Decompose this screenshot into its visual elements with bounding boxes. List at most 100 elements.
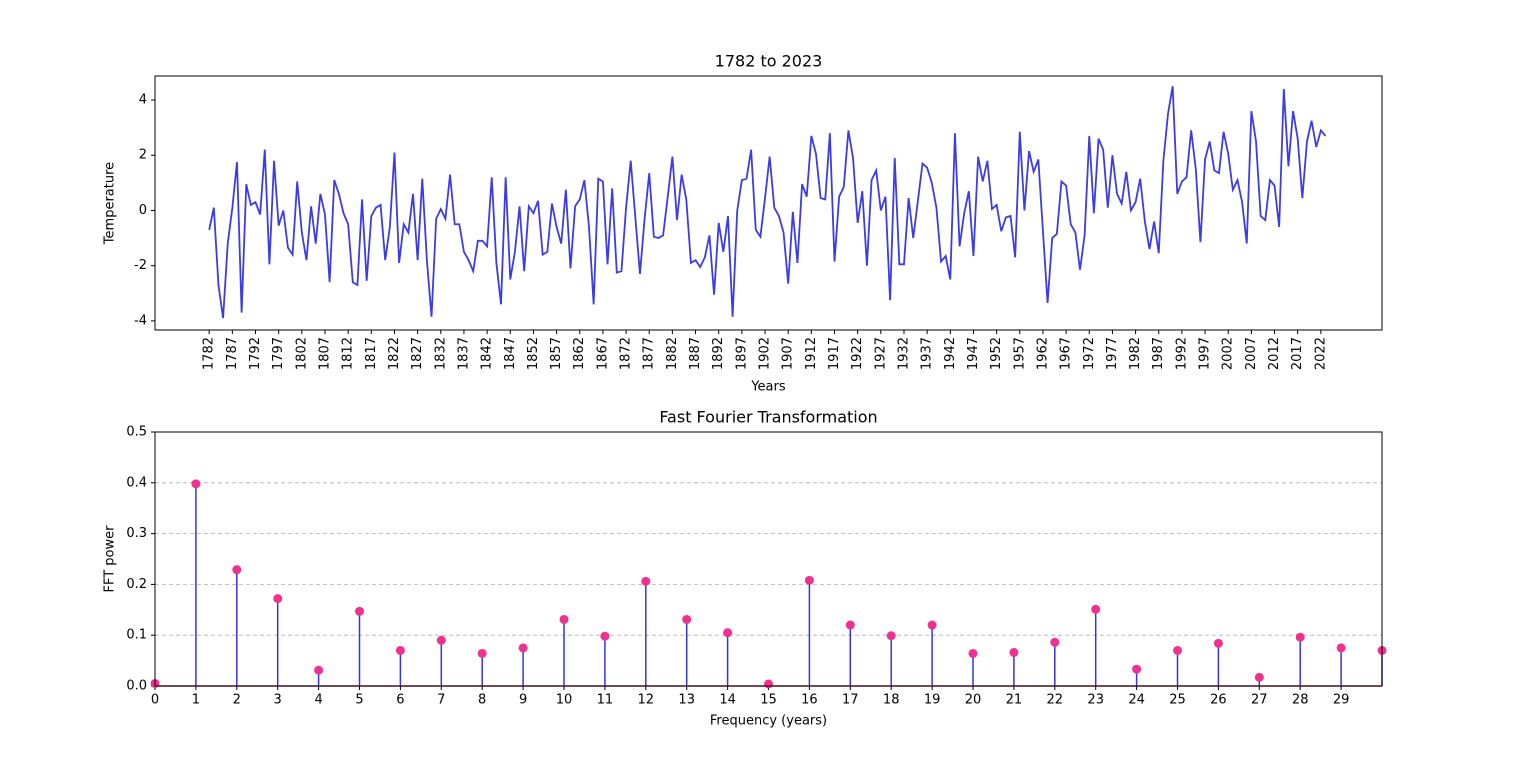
stem-marker bbox=[355, 606, 364, 616]
x-tick-label: 1822 bbox=[387, 337, 402, 370]
stem-marker bbox=[1213, 638, 1223, 648]
x-tick-label: 1802 bbox=[294, 337, 309, 370]
x-tick-label: 1827 bbox=[410, 337, 425, 370]
x-tick-label: 1977 bbox=[1105, 337, 1120, 370]
x-tick-label: 1837 bbox=[456, 337, 471, 370]
x-tick-label: 3 bbox=[274, 693, 282, 708]
x-tick-label: 1817 bbox=[364, 337, 379, 370]
x-tick-label: 8 bbox=[478, 693, 486, 708]
x-tick-label: 11 bbox=[597, 693, 614, 708]
x-tick-label: 1877 bbox=[642, 337, 657, 370]
x-tick-label: 1932 bbox=[896, 337, 911, 370]
x-tick-label: 23 bbox=[1087, 693, 1104, 708]
x-tick-label: 1792 bbox=[248, 337, 263, 370]
x-tick-label: 1912 bbox=[804, 337, 819, 370]
y-axis-label: Temperature bbox=[103, 162, 118, 245]
x-tick-label: 2002 bbox=[1221, 337, 1236, 370]
axes-frame bbox=[154, 75, 1383, 331]
y-tick-label: 0.4 bbox=[126, 475, 147, 490]
x-tick-label: 14 bbox=[719, 693, 736, 708]
stem-marker bbox=[232, 565, 242, 575]
stem-marker bbox=[1336, 643, 1346, 653]
data-line bbox=[208, 86, 1327, 319]
x-tick-label: 5 bbox=[355, 693, 363, 708]
x-tick-label: 26 bbox=[1210, 693, 1227, 708]
stem-marker bbox=[927, 620, 937, 630]
x-tick-label: 1917 bbox=[827, 337, 842, 370]
x-tick-label: 1852 bbox=[526, 337, 541, 370]
stem-marker bbox=[804, 575, 814, 585]
stem-marker bbox=[395, 645, 405, 655]
chart-title: Fast Fourier Transformation bbox=[659, 408, 877, 427]
y-tick-label: -4 bbox=[134, 313, 147, 328]
y-tick-label: -2 bbox=[134, 258, 147, 273]
stem-marker bbox=[641, 576, 651, 586]
y-tick-label: 0 bbox=[139, 203, 147, 218]
x-tick-label: 1882 bbox=[665, 337, 680, 370]
x-tick-label: 21 bbox=[1006, 693, 1023, 708]
x-tick-label: 1862 bbox=[572, 337, 587, 370]
stem-marker bbox=[191, 479, 201, 489]
x-tick-label: 1842 bbox=[480, 337, 495, 370]
stem-marker bbox=[1091, 604, 1101, 614]
y-tick-label: 2 bbox=[139, 148, 147, 163]
stem-marker bbox=[559, 614, 569, 624]
x-tick-label: 1887 bbox=[688, 337, 703, 370]
x-tick-label: 13 bbox=[678, 693, 695, 708]
x-tick-label: 17 bbox=[842, 693, 859, 708]
x-tick-label: 1807 bbox=[317, 337, 332, 370]
x-tick-label: 10 bbox=[556, 693, 573, 708]
x-tick-label: 1997 bbox=[1198, 337, 1213, 370]
x-tick-label: 19 bbox=[924, 693, 941, 708]
stem-marker bbox=[886, 631, 896, 641]
x-tick-label: 1972 bbox=[1082, 337, 1097, 370]
x-tick-label: 1987 bbox=[1151, 337, 1166, 370]
x-tick-label: 2007 bbox=[1244, 337, 1259, 370]
stem-marker bbox=[968, 648, 978, 658]
stem-marker bbox=[314, 665, 324, 675]
y-tick-label: 0.0 bbox=[126, 679, 147, 694]
x-tick-label: 1967 bbox=[1059, 337, 1074, 370]
x-tick-label: 25 bbox=[1169, 693, 1186, 708]
x-tick-label: 1927 bbox=[873, 337, 888, 370]
y-tick-label: 0.2 bbox=[126, 577, 147, 592]
x-tick-label: 1937 bbox=[920, 337, 935, 370]
x-tick-label: 1992 bbox=[1174, 337, 1189, 370]
x-tick-label: 9 bbox=[519, 693, 527, 708]
x-tick-label: 2017 bbox=[1290, 337, 1305, 370]
stem-marker bbox=[600, 631, 610, 641]
x-tick-label: 4 bbox=[314, 693, 322, 708]
stem-marker bbox=[1173, 645, 1182, 655]
x-tick-label: 1942 bbox=[943, 337, 958, 370]
chart-title: 1782 to 2023 bbox=[715, 52, 823, 71]
axes-frame bbox=[154, 431, 1383, 687]
stem-marker bbox=[273, 594, 283, 604]
x-tick-label: 1957 bbox=[1012, 337, 1027, 370]
x-tick-label: 18 bbox=[883, 693, 900, 708]
x-tick-label: 0 bbox=[151, 693, 159, 708]
stem-marker bbox=[764, 679, 773, 689]
x-tick-label: 1787 bbox=[225, 337, 240, 370]
x-tick-label: 1857 bbox=[549, 337, 564, 370]
x-tick-label: 12 bbox=[638, 693, 655, 708]
x-tick-label: 1782 bbox=[202, 337, 217, 370]
x-tick-label: 1952 bbox=[989, 337, 1004, 370]
x-tick-label: 1867 bbox=[595, 337, 610, 370]
stem-marker bbox=[1254, 672, 1264, 682]
x-tick-label: 28 bbox=[1292, 693, 1309, 708]
x-tick-label: 1847 bbox=[503, 337, 518, 370]
x-tick-label: 1947 bbox=[966, 337, 981, 370]
x-tick-label: 6 bbox=[396, 693, 404, 708]
x-axis-label: Frequency (years) bbox=[710, 714, 827, 729]
y-tick-label: 0.5 bbox=[126, 425, 147, 440]
x-axis-label: Years bbox=[750, 380, 786, 395]
y-tick-label: 4 bbox=[139, 93, 147, 108]
x-tick-label: 1962 bbox=[1035, 337, 1050, 370]
x-tick-label: 1897 bbox=[734, 337, 749, 370]
stem-marker bbox=[682, 614, 692, 624]
x-tick-label: 1797 bbox=[271, 337, 286, 370]
stem-marker bbox=[1295, 632, 1305, 642]
x-tick-label: 1982 bbox=[1128, 337, 1143, 370]
stem-marker bbox=[723, 628, 733, 638]
x-tick-label: 1872 bbox=[619, 337, 634, 370]
